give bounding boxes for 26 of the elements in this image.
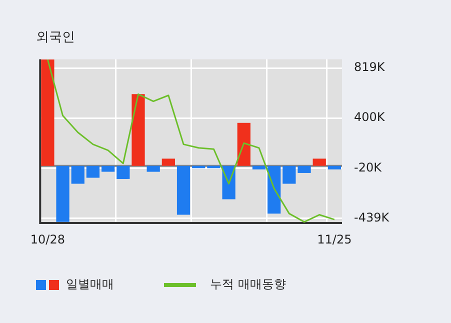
bar bbox=[237, 122, 250, 166]
bar bbox=[268, 166, 281, 214]
bar bbox=[86, 166, 100, 178]
bar bbox=[146, 166, 160, 172]
y-tick-label: -20K bbox=[354, 160, 383, 174]
x-tick-label: 11/25 bbox=[317, 232, 352, 246]
bar bbox=[101, 166, 115, 172]
bar bbox=[328, 166, 342, 170]
legend-label: 일별매매 bbox=[66, 276, 114, 293]
y-tick-label: -439K bbox=[354, 210, 390, 224]
bar bbox=[176, 166, 190, 215]
bar bbox=[132, 94, 145, 166]
bar bbox=[162, 158, 175, 166]
x-tick-label: 10/28 bbox=[30, 232, 65, 246]
bar bbox=[71, 166, 84, 184]
bar bbox=[56, 166, 70, 222]
chart-title: 외국인 bbox=[36, 29, 75, 46]
bar bbox=[298, 166, 311, 173]
y-tick-label: 819K bbox=[354, 60, 386, 74]
legend-label: 누적 매매동향 bbox=[210, 276, 286, 293]
bar bbox=[41, 60, 54, 166]
y-tick-label: 400K bbox=[354, 110, 386, 124]
bar bbox=[116, 166, 130, 179]
bar bbox=[312, 158, 326, 166]
bar bbox=[282, 166, 296, 184]
bar bbox=[252, 166, 266, 170]
